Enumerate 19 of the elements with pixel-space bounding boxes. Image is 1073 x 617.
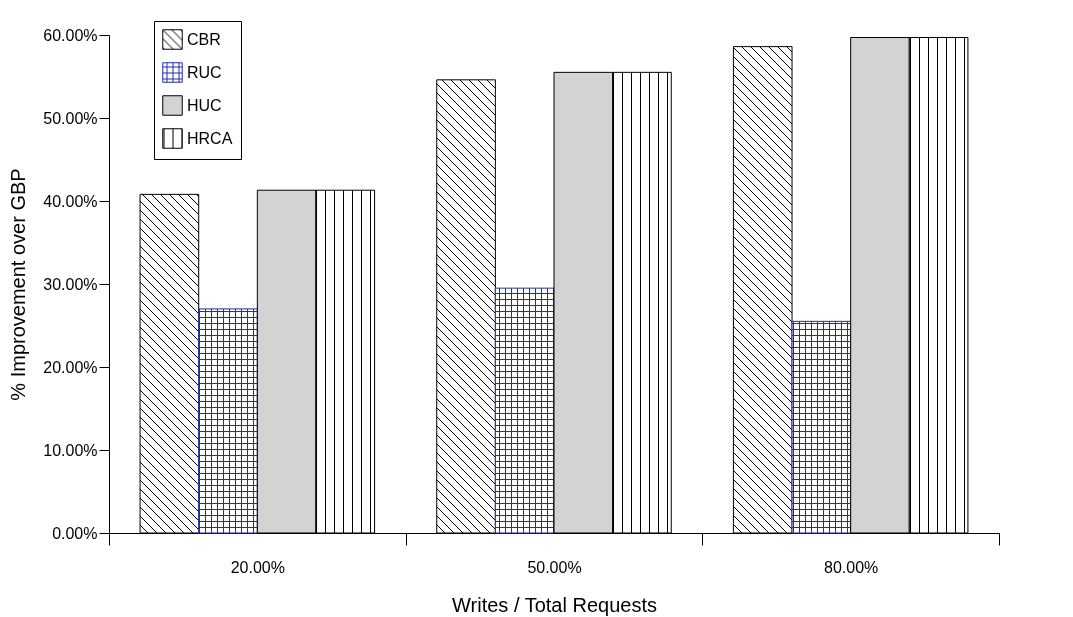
y-tick-label: 0.00% [52, 524, 98, 542]
x-tick-label: 80.00% [824, 558, 879, 576]
legend-label: RUC [187, 63, 222, 81]
legend-label: HUC [187, 96, 222, 114]
x-tick-label: 20.00% [230, 558, 285, 576]
y-tick-label: 10.00% [43, 441, 98, 459]
x-axis-title: Writes / Total Requests [452, 593, 657, 616]
y-tick-label: 40.00% [43, 192, 98, 210]
y-tick-label: 60.00% [43, 26, 98, 44]
legend-label: HRCA [187, 129, 233, 147]
y-tick-label: 50.00% [43, 109, 98, 127]
y-tick-label: 30.00% [43, 275, 98, 293]
bar [198, 308, 258, 534]
y-axis-title: % Improvement over GBP [7, 168, 30, 401]
y-tick-label: 20.00% [43, 358, 98, 376]
x-tick-label: 50.00% [527, 558, 582, 576]
legend-label: CBR [187, 30, 221, 48]
bar [494, 287, 555, 534]
bar [791, 320, 852, 534]
